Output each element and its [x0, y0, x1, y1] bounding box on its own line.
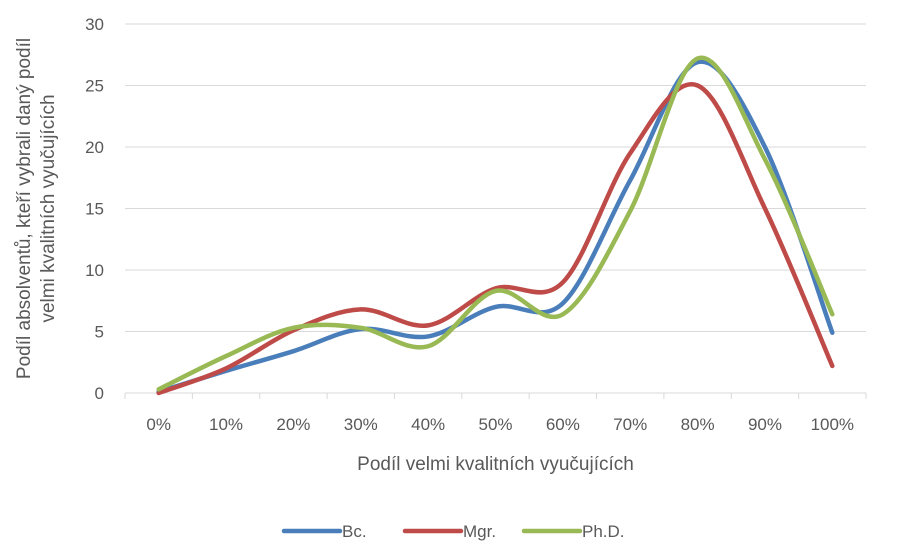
y-tick-label: 0: [95, 384, 104, 403]
x-tick-label: 50%: [478, 415, 512, 434]
x-tick-label: 0%: [146, 415, 171, 434]
x-tick-label: 70%: [613, 415, 647, 434]
y-tick-label: 30: [85, 15, 104, 34]
x-tick-label: 30%: [344, 415, 378, 434]
legend-label: Mgr.: [463, 522, 496, 541]
x-tick-label: 40%: [411, 415, 445, 434]
legend-label: Bc.: [342, 522, 367, 541]
legend-label: Ph.D.: [582, 522, 625, 541]
x-tick-label: 10%: [209, 415, 243, 434]
gridlines: [125, 24, 866, 332]
x-axis-tick-marks: [125, 393, 866, 399]
series-lines: [159, 58, 833, 393]
y-axis-tick-labels: 0 5 10 15 20 25 30: [85, 15, 104, 403]
series-line-phd: [159, 58, 833, 390]
x-tick-label: 60%: [546, 415, 580, 434]
x-tick-label: 80%: [681, 415, 715, 434]
y-tick-label: 10: [85, 261, 104, 280]
x-axis-title: Podíl velmi kvalitních vyučujících: [357, 454, 634, 475]
y-tick-label: 20: [85, 138, 104, 157]
legend: Bc. Mgr. Ph.D.: [284, 522, 625, 541]
x-tick-label: 90%: [748, 415, 782, 434]
y-axis-title-line: Podíl absolventů, kteří vybrali daný pod…: [14, 38, 35, 379]
x-tick-label: 20%: [276, 415, 310, 434]
x-axis-tick-labels: 0% 10% 20% 30% 40% 50% 60% 70% 80% 90% 100%: [146, 415, 854, 434]
y-tick-label: 25: [85, 77, 104, 96]
x-tick-label: 100%: [811, 415, 854, 434]
y-tick-label: 15: [85, 200, 104, 219]
y-axis-title-line: velmi kvalitních vyučujících: [38, 94, 59, 322]
y-axis-title: Podíl absolventů, kteří vybrali daný pod…: [14, 38, 59, 379]
y-tick-label: 5: [95, 323, 104, 342]
series-line-mgr: [159, 84, 833, 393]
